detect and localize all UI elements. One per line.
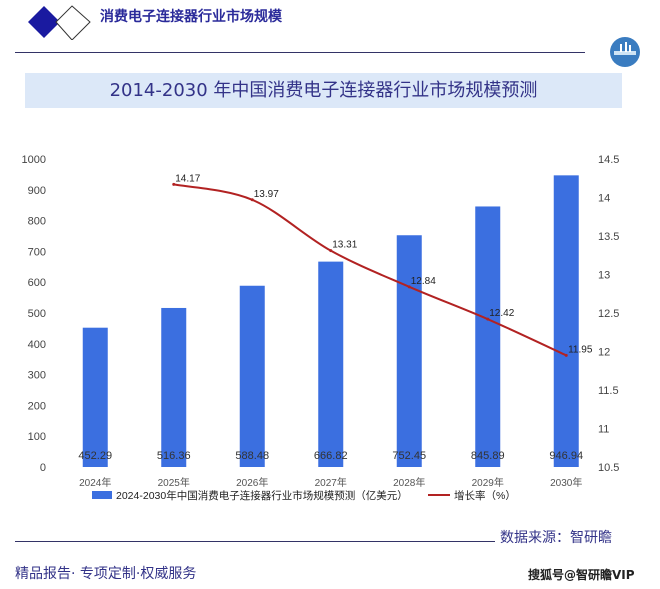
title-band bbox=[25, 73, 622, 108]
logo-diamonds-icon bbox=[28, 5, 91, 40]
y-left-tick: 0 bbox=[40, 462, 46, 474]
header-divider bbox=[15, 52, 585, 53]
y-right-tick: 11.5 bbox=[598, 385, 619, 397]
growth-label: 14.17 bbox=[175, 173, 200, 184]
chart: 0 100 200 300 400 500 600 700 800 900 1000 10.5 11 11… bbox=[22, 154, 620, 502]
y-left-tick: 100 bbox=[28, 431, 46, 443]
y-left-tick: 700 bbox=[28, 246, 46, 258]
y-left-tick: 900 bbox=[28, 185, 46, 197]
bar-label: 946.94 bbox=[549, 450, 583, 462]
source-divider bbox=[15, 541, 495, 542]
bar-label: 666.82 bbox=[314, 450, 348, 462]
growth-point bbox=[250, 198, 254, 202]
legend-line-label: 增长率（%） bbox=[454, 489, 516, 502]
bar bbox=[318, 261, 344, 467]
growth-point bbox=[564, 353, 568, 357]
y-right-tick: 13 bbox=[598, 270, 610, 282]
bar bbox=[553, 175, 579, 468]
y-left-tick: 800 bbox=[28, 216, 46, 228]
x-tick: 2024年 bbox=[79, 476, 111, 489]
growth-point bbox=[329, 249, 333, 253]
growth-label: 13.97 bbox=[254, 189, 279, 200]
y-left-tick: 500 bbox=[28, 308, 46, 320]
growth-label: 13.31 bbox=[332, 240, 357, 251]
growth-point bbox=[172, 182, 176, 186]
legend-bar-swatch bbox=[92, 491, 112, 499]
bar bbox=[239, 285, 265, 467]
bar-label: 452.29 bbox=[78, 450, 112, 462]
y-right-tick: 13.5 bbox=[598, 231, 619, 243]
brand-logo-icon bbox=[610, 37, 640, 67]
growth-label: 12.84 bbox=[411, 276, 436, 287]
x-tick: 2025年 bbox=[158, 476, 190, 489]
y-left-tick: 300 bbox=[28, 370, 46, 382]
y-right-tick: 12.5 bbox=[598, 308, 619, 320]
bar bbox=[82, 327, 108, 467]
x-tick: 2028年 bbox=[393, 476, 425, 489]
header-title: 消费电子连接器行业市场规模 bbox=[100, 9, 282, 25]
growth-point bbox=[407, 285, 411, 289]
bar bbox=[161, 307, 187, 467]
y-right-tick: 12 bbox=[598, 347, 610, 359]
x-tick: 2027年 bbox=[315, 476, 347, 489]
y-left-tick: 600 bbox=[28, 277, 46, 289]
watermark: 搜狐号@智研瞻VIP bbox=[528, 568, 635, 582]
y-right-tick: 14.5 bbox=[598, 154, 619, 166]
data-source: 数据来源：智研瞻 bbox=[500, 530, 612, 546]
y-left-tick: 400 bbox=[28, 339, 46, 351]
y-left-tick: 1000 bbox=[22, 154, 46, 166]
y-right-tick: 14 bbox=[598, 193, 610, 205]
x-tick: 2029年 bbox=[472, 476, 504, 489]
bar-label: 752.45 bbox=[392, 450, 426, 462]
y-right-tick: 11 bbox=[598, 424, 609, 436]
bar-label: 516.36 bbox=[157, 450, 191, 462]
bar bbox=[396, 235, 422, 467]
bar bbox=[475, 206, 501, 467]
bar-label: 845.89 bbox=[471, 450, 505, 462]
slogan: 精品报告· 专项定制·权威服务 bbox=[15, 566, 197, 582]
growth-point bbox=[486, 317, 490, 321]
bar-label: 588.48 bbox=[235, 450, 269, 462]
x-tick: 2026年 bbox=[236, 476, 268, 489]
growth-label: 12.42 bbox=[489, 308, 514, 319]
legend-bar-label: 2024-2030年中国消费电子连接器行业市场规模预测（亿美元） bbox=[116, 489, 408, 502]
growth-line bbox=[173, 183, 567, 357]
y-right-tick: 10.5 bbox=[598, 462, 619, 474]
x-tick: 2030年 bbox=[550, 476, 582, 489]
y-left-tick: 200 bbox=[28, 400, 46, 412]
chart-title: 2014-2030 年中国消费电子连接器行业市场规模预测 bbox=[109, 80, 538, 101]
growth-label: 11.95 bbox=[568, 344, 593, 355]
